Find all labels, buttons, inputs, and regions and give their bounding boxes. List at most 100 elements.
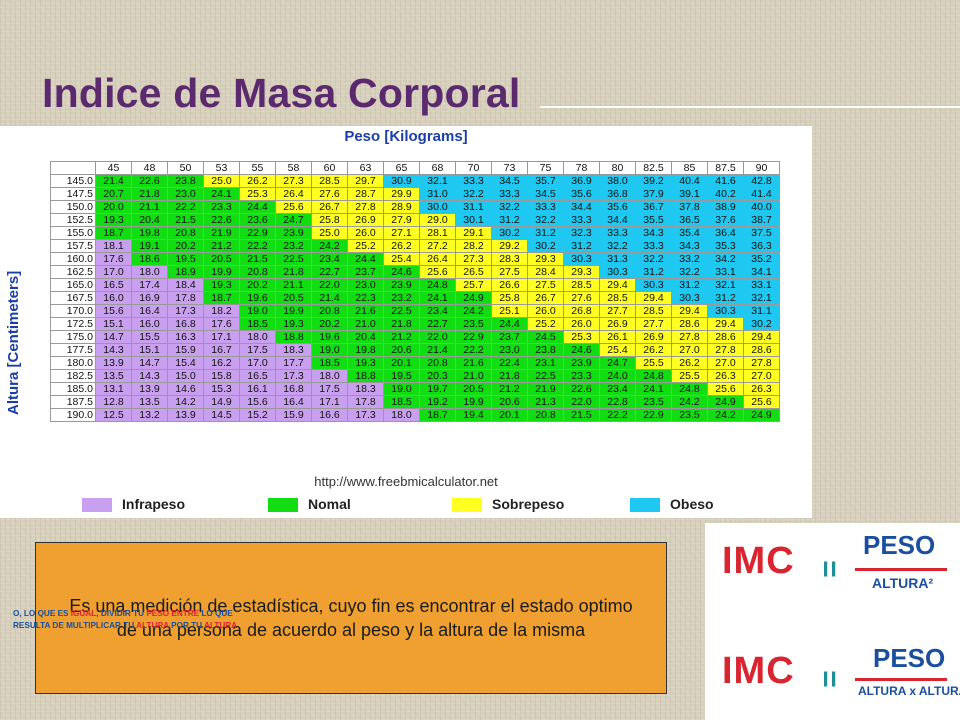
bmi-cell: 32.2 [635,252,672,266]
bmi-cell: 17.3 [347,408,384,422]
table-row: 162.5 17.0 18.0 18.9 19.9 20.8 21.8 22.7 23.7 24.… [50,265,780,279]
bmi-cell: 25.3 [239,187,276,201]
bmi-cell: 19.8 [131,226,168,240]
bmi-cell: 29.1 [455,226,492,240]
bmi-cell: 25.6 [275,200,312,214]
bmi-cell: 21.5 [239,252,276,266]
bmi-cell: 30.2 [527,239,564,253]
bmi-cell: 23.5 [671,408,708,422]
bmi-cell: 22.2 [167,200,204,214]
bmi-cell: 20.2 [167,239,204,253]
table-row: 185.0 13.1 13.9 14.6 15.3 16.1 16.8 17.5 18.3 19.… [50,382,780,396]
bmi-cell: 15.1 [131,343,168,357]
bmi-cell: 23.0 [347,278,384,292]
bmi-cell: 22.2 [599,408,636,422]
height-label: 167.5 [50,291,96,305]
bmi-cell: 33.3 [455,174,492,188]
bmi-cell: 21.2 [383,330,420,344]
bmi-cell: 13.2 [131,408,168,422]
bmi-cell: 18.4 [167,278,204,292]
bmi-cell: 21.1 [131,200,168,214]
bmi-cell: 19.3 [347,356,384,370]
bmi-cell: 15.0 [167,369,204,383]
bmi-cell: 16.2 [203,356,240,370]
bmi-cell: 25.4 [383,252,420,266]
bmi-cell: 28.5 [599,291,636,305]
bmi-cell: 32.2 [491,200,528,214]
height-label: 165.0 [50,278,96,292]
bmi-cell: 26.2 [671,356,708,370]
bmi-cell: 27.2 [419,239,456,253]
bmi-cell: 24.2 [455,304,492,318]
bmi-cell: 27.7 [599,304,636,318]
bmi-cell: 17.5 [311,382,348,396]
bmi-cell: 19.6 [311,330,348,344]
bmi-cell: 22.6 [203,213,240,227]
bmi-cell: 24.4 [491,317,528,331]
bmi-cell: 36.4 [707,226,744,240]
bmi-cell: 40.0 [743,200,780,214]
bmi-cell: 26.3 [743,382,780,396]
bmi-cell: 24.8 [671,382,708,396]
bmi-cell: 21.0 [347,317,384,331]
bmi-cell: 15.3 [203,382,240,396]
equals-sign-2: = [812,670,846,688]
bmi-cell: 25.3 [563,330,600,344]
bmi-cell: 16.4 [131,304,168,318]
weight-header: 90 [743,161,780,175]
bmi-cell: 31.0 [419,187,456,201]
height-label: 187.5 [50,395,96,409]
bmi-cell: 29.7 [347,174,384,188]
bmi-cell: 20.1 [383,356,420,370]
height-label: 155.0 [50,226,96,240]
bmi-cell: 23.2 [383,291,420,305]
bmi-cell: 33.1 [707,265,744,279]
bmi-cell: 17.1 [311,395,348,409]
bmi-cell: 23.6 [239,213,276,227]
chart-y-title: Altura [Centimeters] [5,270,22,415]
bmi-cell: 12.8 [95,395,132,409]
bmi-cell: 19.3 [275,317,312,331]
bmi-cell: 16.5 [239,369,276,383]
bmi-cell: 28.5 [311,174,348,188]
bmi-cell: 21.5 [563,408,600,422]
bmi-cell: 40.2 [707,187,744,201]
bmi-cell: 20.4 [131,213,168,227]
bmi-cell: 27.0 [707,356,744,370]
bmi-cell: 18.0 [131,265,168,279]
bmi-cell: 26.1 [599,330,636,344]
bmi-cell: 24.8 [635,369,672,383]
bmi-cell: 21.9 [203,226,240,240]
bmi-cell: 28.4 [527,265,564,279]
bmi-cell: 23.8 [527,343,564,357]
weight-header: 70 [455,161,492,175]
bmi-cell: 22.7 [311,265,348,279]
table-row: 172.5 15.1 16.0 16.8 17.6 18.5 19.3 20.2 21.0 21.… [50,317,780,331]
bmi-cell: 36.3 [743,239,780,253]
table-row: 180.0 13.9 14.7 15.4 16.2 17.0 17.7 18.5 19.3 20.… [50,356,780,370]
bmi-cell: 22.0 [563,395,600,409]
bmi-table: 45 48 50 53 55 58 60 63 65 68 70 73 75 78 80 82.5 85 87.5… [50,161,780,422]
bmi-cell: 23.0 [167,187,204,201]
bmi-cell: 26.4 [419,252,456,266]
weight-header: 87.5 [707,161,744,175]
table-row: 187.5 12.8 13.5 14.2 14.9 15.6 16.4 17.1 17.8 18.… [50,395,780,409]
bmi-cell: 24.9 [743,408,780,422]
bmi-cell: 41.6 [707,174,744,188]
bmi-cell: 33.3 [527,200,564,214]
bmi-cell: 24.2 [311,239,348,253]
bmi-cell: 18.7 [95,226,132,240]
table-row: 175.0 14.7 15.5 16.3 17.1 18.0 18.8 19.6 20.4 21.… [50,330,780,344]
bmi-cell: 21.8 [131,187,168,201]
bmi-cell: 25.2 [347,239,384,253]
bmi-cell: 28.9 [383,200,420,214]
weight-header: 75 [527,161,564,175]
bmi-cell: 19.6 [239,291,276,305]
bmi-cell: 23.4 [599,382,636,396]
weight-header: 58 [275,161,312,175]
bmi-cell: 21.0 [455,369,492,383]
bmi-cell: 23.8 [167,174,204,188]
height-label: 162.5 [50,265,96,279]
bmi-cell: 21.2 [203,239,240,253]
bmi-cell: 15.8 [203,369,240,383]
